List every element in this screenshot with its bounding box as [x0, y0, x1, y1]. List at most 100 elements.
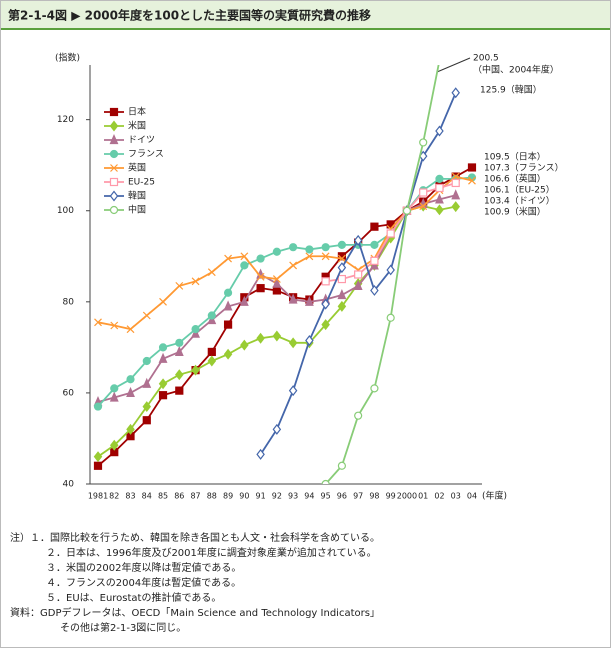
- marker: [256, 272, 265, 281]
- x-tick-label: 86: [174, 492, 184, 501]
- marker: [93, 451, 103, 463]
- note: その他は第2-1-3図に同じ。: [60, 621, 186, 634]
- annotation: 106.6（英国）: [484, 173, 546, 185]
- marker: [223, 320, 233, 329]
- marker: [142, 356, 151, 366]
- marker: [337, 274, 346, 284]
- x-tick-label: 85: [158, 492, 168, 501]
- x-tick-label: 93: [288, 492, 298, 501]
- title-bar: [1, 1, 610, 29]
- marker: [175, 338, 184, 347]
- legend-marker: [109, 177, 119, 187]
- marker: [272, 277, 282, 288]
- marker: [353, 279, 363, 290]
- marker: [370, 240, 379, 249]
- marker: [305, 245, 314, 254]
- marker: [93, 461, 103, 470]
- marker: [158, 378, 168, 390]
- marker: [174, 345, 184, 357]
- marker: [419, 188, 428, 197]
- y-tick-label: 60: [63, 388, 75, 398]
- marker: [337, 262, 347, 274]
- marker: [110, 384, 119, 393]
- marker: [175, 369, 184, 381]
- legend-marker: [110, 164, 118, 172]
- annotation: 125.9（韓国）: [480, 85, 542, 96]
- marker: [386, 229, 395, 238]
- marker: [272, 275, 281, 283]
- annotation: 107.3（フランス）: [484, 163, 564, 174]
- x-tick-label: 83: [125, 492, 135, 501]
- x-tick-label: 91: [256, 492, 266, 501]
- x-tick-label: 87: [190, 492, 200, 501]
- marker: [272, 423, 282, 435]
- marker: [435, 204, 444, 216]
- marker: [288, 337, 298, 349]
- marker: [240, 261, 249, 270]
- annotation: 100.9（米国）: [484, 206, 546, 218]
- legend-marker: [109, 120, 119, 132]
- x-tick-label: 99: [386, 492, 396, 501]
- marker: [94, 318, 102, 327]
- leader-line: [436, 57, 471, 73]
- marker: [191, 277, 200, 286]
- marker: [402, 206, 412, 215]
- marker: [191, 364, 200, 376]
- x-tick-label: 90: [239, 492, 249, 501]
- y-tick-label: 80: [63, 297, 75, 307]
- marker: [239, 295, 249, 306]
- marker: [256, 448, 265, 460]
- marker: [337, 300, 347, 312]
- x-tick-label: 96: [337, 492, 347, 501]
- marker: [436, 57, 443, 64]
- marker: [223, 300, 233, 311]
- marker: [435, 125, 444, 137]
- marker: [158, 391, 168, 400]
- marker: [207, 347, 216, 357]
- marker: [126, 386, 135, 398]
- note: ４．フランスの2004年度は暫定値である。: [46, 576, 241, 589]
- marker: [354, 270, 363, 279]
- marker: [272, 247, 281, 256]
- legend-label: EU-25: [128, 178, 155, 188]
- marker: [451, 87, 460, 99]
- marker: [142, 416, 151, 425]
- chart-title: 第2-1-4図 ▶ 2000年度を100とした主要国等の実質研究費の推移: [8, 8, 371, 23]
- marker: [435, 183, 444, 193]
- x-tick-label: 84: [142, 492, 152, 501]
- marker: [159, 297, 167, 306]
- marker: [321, 319, 330, 331]
- marker: [288, 385, 298, 397]
- note: ２．日本は、1996年度及び2001年度に調査対象産業が追加されている。: [46, 546, 377, 559]
- marker: [207, 311, 216, 320]
- y-tick-label: 40: [63, 480, 75, 490]
- marker: [289, 261, 298, 270]
- annotation: 106.1（EU-25）: [484, 185, 555, 196]
- marker: [304, 295, 314, 306]
- marker: [321, 298, 330, 310]
- x-tick-label: 95: [321, 492, 331, 501]
- x-tick-label: 04: [467, 492, 477, 501]
- marker: [256, 332, 265, 344]
- marker: [370, 384, 379, 393]
- marker: [272, 330, 282, 342]
- x-tick-label: 1981: [88, 492, 108, 501]
- marker: [142, 311, 151, 320]
- y-tick-label: 100: [57, 206, 74, 216]
- series-line: [324, 65, 440, 484]
- marker: [353, 234, 363, 246]
- marker: [191, 325, 200, 334]
- marker: [288, 293, 298, 304]
- marker: [93, 402, 103, 411]
- legend-label: 日本: [128, 106, 146, 118]
- marker: [223, 288, 233, 297]
- y-tick-label: 120: [57, 115, 74, 125]
- marker: [467, 163, 477, 172]
- marker: [207, 268, 216, 277]
- legend-label: 中国: [128, 204, 146, 216]
- marker: [305, 252, 314, 261]
- marker: [109, 439, 119, 451]
- x-tick-label: 82: [109, 492, 119, 501]
- legend-label: ドイツ: [128, 136, 155, 146]
